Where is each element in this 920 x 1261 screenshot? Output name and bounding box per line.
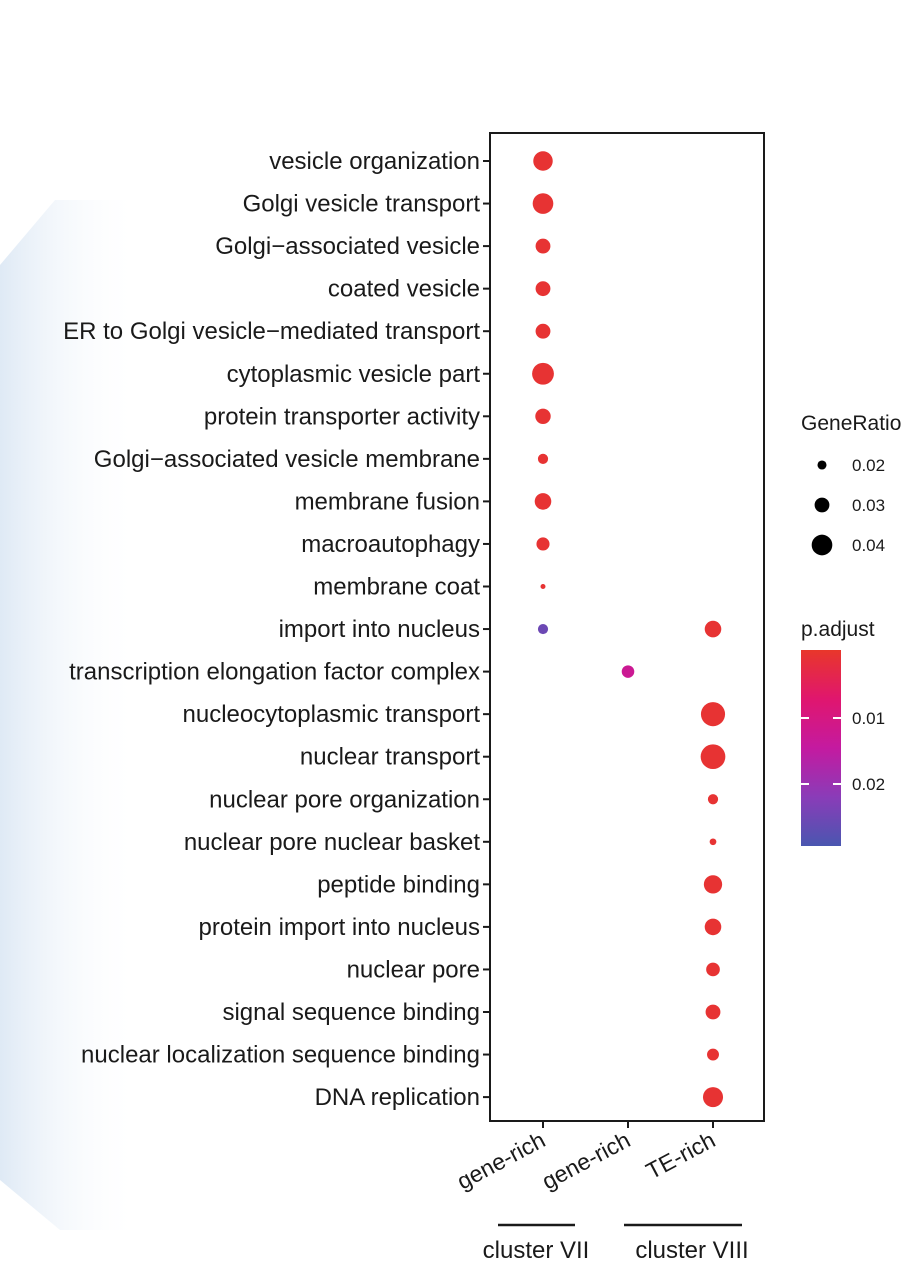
dot-point <box>706 962 720 977</box>
dot-point <box>535 408 551 425</box>
y-tick-label: Golgi−associated vesicle <box>215 233 480 260</box>
y-tick-label: import into nucleus <box>279 616 480 643</box>
y-tick-label: membrane fusion <box>295 488 480 515</box>
x-tick-label: TE-rich <box>642 1126 720 1184</box>
dot-point <box>535 323 551 339</box>
dot-point <box>700 744 726 770</box>
dot-point <box>536 537 550 551</box>
size-legend-dot <box>811 534 833 556</box>
size-legend-dot <box>817 460 827 470</box>
dot-point <box>537 623 549 635</box>
y-tick-label: peptide binding <box>317 871 480 898</box>
size-legend-label: 0.04 <box>852 536 885 555</box>
dot-point <box>532 193 554 214</box>
y-tick-label: protein transporter activity <box>204 403 480 430</box>
color-legend-label: 0.01 <box>852 709 885 728</box>
y-tick-label: DNA replication <box>315 1084 480 1111</box>
y-tick-label: nuclear pore <box>347 956 480 983</box>
dot-point <box>621 665 635 678</box>
size-legend: GeneRatio 0.02 0.03 0.04 <box>801 412 901 556</box>
dot-point <box>533 151 553 171</box>
y-tick-label: transcription elongation factor complex <box>69 659 480 686</box>
dot-point <box>700 702 726 727</box>
y-tick-label: Golgi−associated vesicle membrane <box>94 446 480 473</box>
x-tick-label: gene-rich <box>452 1126 549 1194</box>
dot-point <box>702 1087 724 1108</box>
dot-point <box>532 362 554 385</box>
size-legend-label: 0.03 <box>852 496 885 515</box>
y-tick-label: nuclear localization sequence binding <box>81 1042 480 1069</box>
y-tick-label: macroautophagy <box>301 531 480 558</box>
y-tick-label: signal sequence binding <box>222 999 480 1026</box>
group-label: cluster VII <box>483 1237 590 1261</box>
dot-point <box>535 238 551 254</box>
y-tick-label: protein import into nucleus <box>199 914 480 941</box>
y-tick-label: cytoplasmic vesicle part <box>227 361 481 388</box>
y-tick-label: Golgi vesicle transport <box>243 191 481 218</box>
dot-point <box>703 875 723 894</box>
dot-point <box>704 620 722 638</box>
dots-layer <box>532 151 726 1108</box>
color-legend-label: 0.02 <box>852 775 885 794</box>
color-legend: p.adjust 0.01 0.02 <box>801 618 885 846</box>
dot-point <box>707 794 719 805</box>
dot-point <box>535 281 551 297</box>
size-legend-label: 0.02 <box>852 456 885 475</box>
size-legend-title: GeneRatio <box>801 412 901 435</box>
y-tick-label: nuclear pore organization <box>209 786 480 813</box>
y-tick-label: ER to Golgi vesicle−mediated transport <box>63 318 480 345</box>
dot-point <box>540 584 546 589</box>
y-axis: vesicle organization Golgi vesicle transp… <box>63 148 490 1111</box>
group-labels: cluster VII cluster VIII <box>483 1223 749 1261</box>
color-legend-bar <box>801 650 841 846</box>
dot-point <box>705 1004 721 1020</box>
size-legend-dot <box>814 497 830 513</box>
dot-point <box>537 453 549 464</box>
y-tick-label: nuclear pore nuclear basket <box>184 829 481 856</box>
group-label: cluster VIII <box>635 1237 748 1261</box>
y-tick-label: nuclear transport <box>300 744 480 771</box>
dot-point <box>709 838 717 846</box>
y-tick-label: membrane coat <box>313 574 480 601</box>
color-legend-title: p.adjust <box>801 618 875 641</box>
plot-panel <box>489 132 765 1122</box>
dot-point <box>704 918 722 936</box>
dot-point <box>707 1048 719 1061</box>
x-tick-label: gene-rich <box>537 1126 634 1194</box>
y-tick-label: coated vesicle <box>328 276 480 303</box>
dot-point <box>534 493 552 510</box>
y-tick-label: vesicle organization <box>269 148 480 175</box>
y-tick-label: nucleocytoplasmic transport <box>183 701 481 728</box>
